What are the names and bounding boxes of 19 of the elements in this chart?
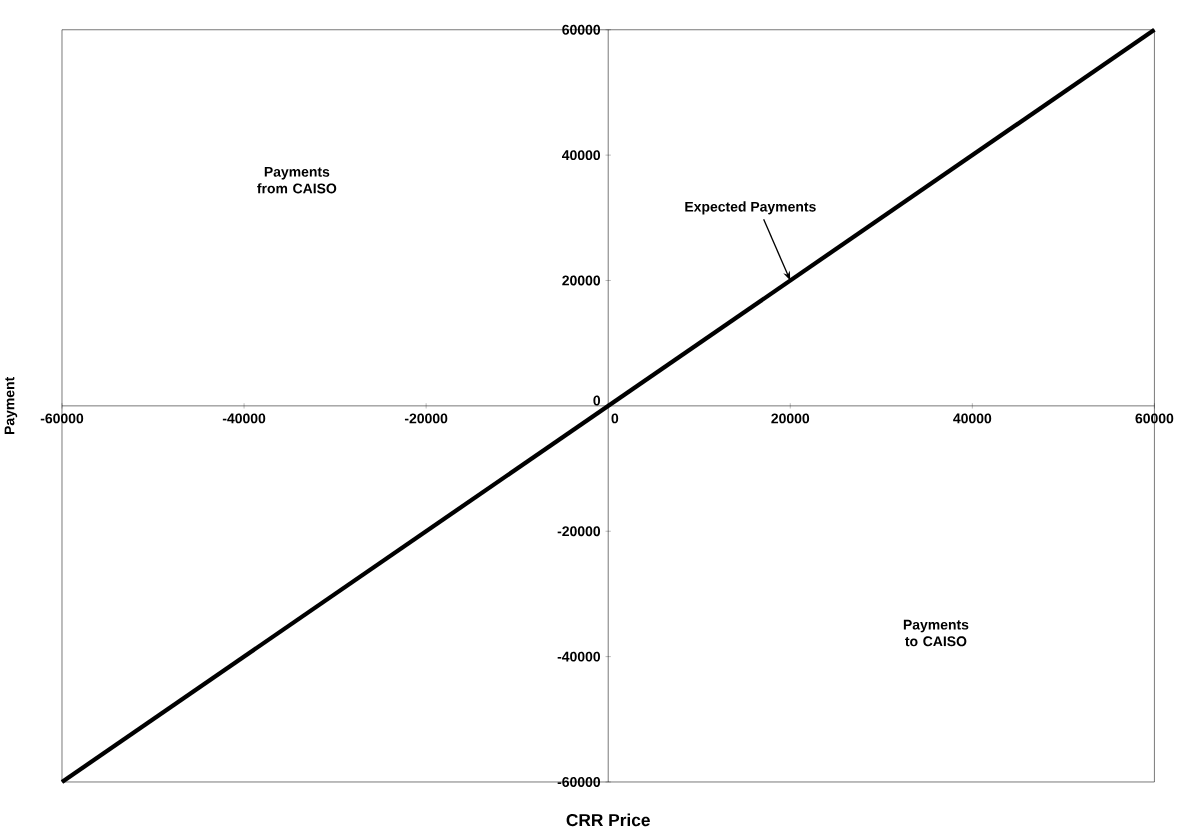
annotation: Expected Payments xyxy=(685,201,816,215)
y-tick-label: 40000 xyxy=(561,150,601,161)
y-tick-label: 0 xyxy=(593,395,601,406)
y-axis-title: Payment xyxy=(4,376,18,435)
x-tick-label: 0 xyxy=(611,413,619,424)
y-tick-label: 20000 xyxy=(562,275,601,286)
y-tick-label: 60000 xyxy=(562,24,601,35)
x-tick-label: -20000 xyxy=(404,413,448,424)
y-tick-label: -40000 xyxy=(557,651,601,662)
x-tick-label: -60000 xyxy=(40,413,84,424)
x-tick-label: 60000 xyxy=(1135,413,1174,424)
y-tick-label: -20000 xyxy=(557,526,601,537)
annotation: Payments from CAISO xyxy=(257,167,337,194)
x-tick-label: 40000 xyxy=(953,413,992,424)
x-tick-label: 20000 xyxy=(771,413,810,424)
annotation: Payments to CAISO xyxy=(903,619,969,647)
x-tick-label: -40000 xyxy=(222,413,266,424)
x-axis-title: CRR Price xyxy=(566,813,650,827)
y-tick-label: -60000 xyxy=(557,777,601,787)
